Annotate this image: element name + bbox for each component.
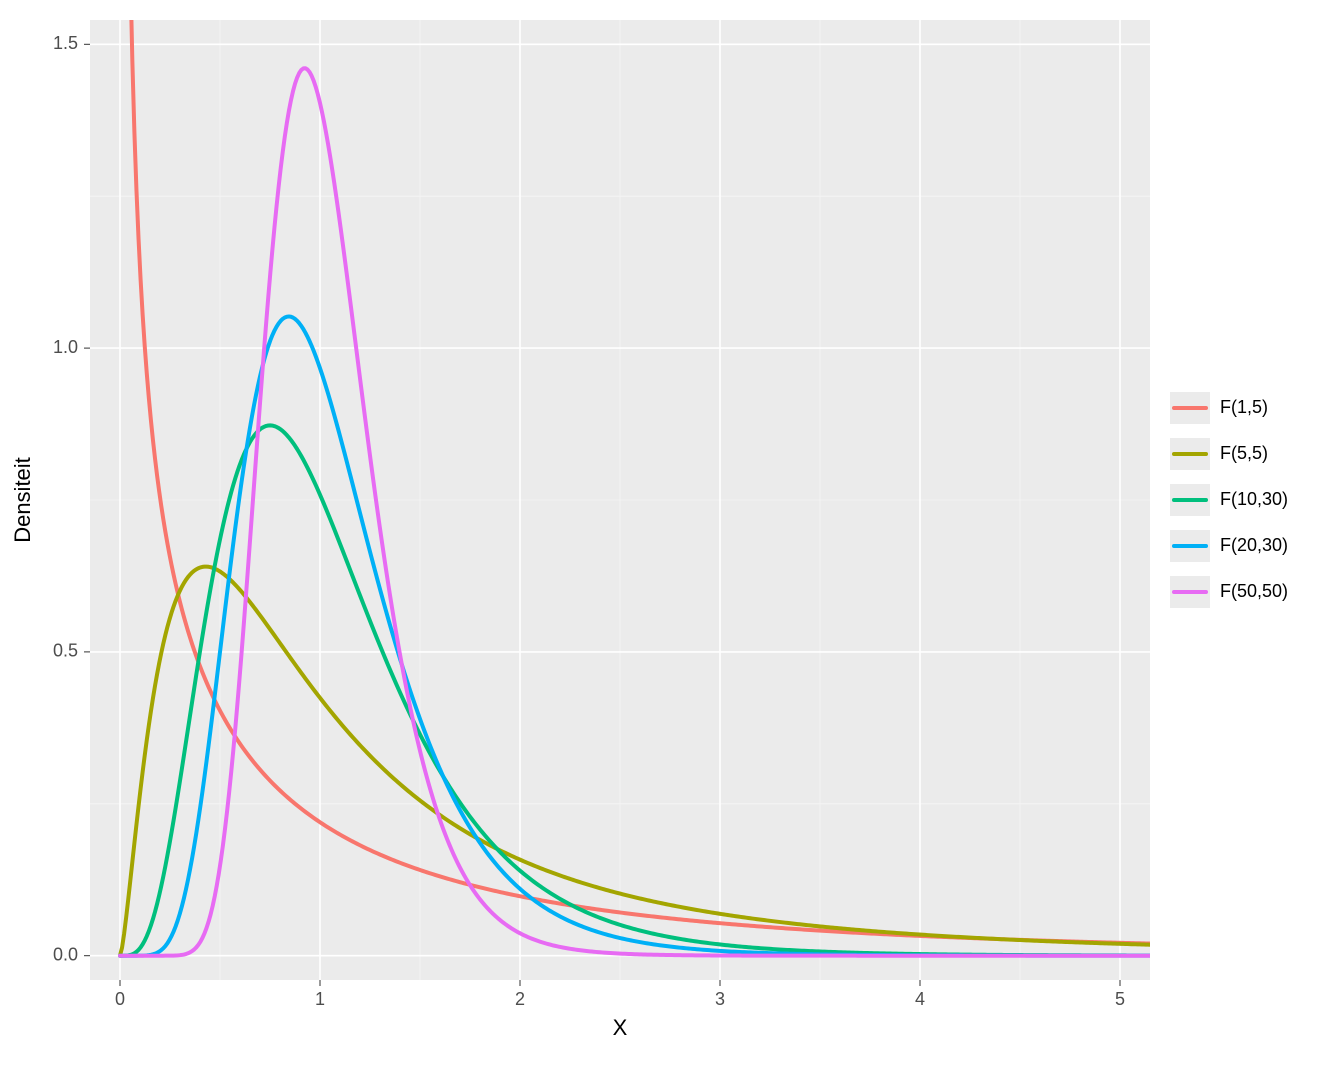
chart-svg: 0 1 2 3 4 5 0.0 0.5 1.0 1.5 X Densiteit F(1,5) F(5,5)… (0, 0, 1344, 1075)
legend-item-label: F(1,5) (1220, 397, 1268, 417)
y-tick-label: 1.0 (53, 337, 78, 357)
y-axis-label: Densiteit (10, 457, 35, 543)
chart-container: 0 1 2 3 4 5 0.0 0.5 1.0 1.5 X Densiteit F(1,5) F(5,5)… (0, 0, 1344, 1075)
legend: F(1,5) F(5,5) F(10,30) F(20,30) F(50,50) (1170, 392, 1288, 608)
y-tick-label: 0.0 (53, 944, 78, 964)
x-tick-label: 4 (915, 989, 925, 1009)
legend-item-label: F(10,30) (1220, 489, 1288, 509)
x-tick-label: 2 (515, 989, 525, 1009)
legend-item-label: F(20,30) (1220, 535, 1288, 555)
x-tick-label: 0 (115, 989, 125, 1009)
x-tick-label: 1 (315, 989, 325, 1009)
x-axis-label: X (613, 1015, 628, 1040)
y-tick-label: 0.5 (53, 641, 78, 661)
legend-item-label: F(5,5) (1220, 443, 1268, 463)
legend-item-label: F(50,50) (1220, 581, 1288, 601)
x-tick-label: 3 (715, 989, 725, 1009)
y-tick-label: 1.5 (53, 33, 78, 53)
x-tick-label: 5 (1115, 989, 1125, 1009)
